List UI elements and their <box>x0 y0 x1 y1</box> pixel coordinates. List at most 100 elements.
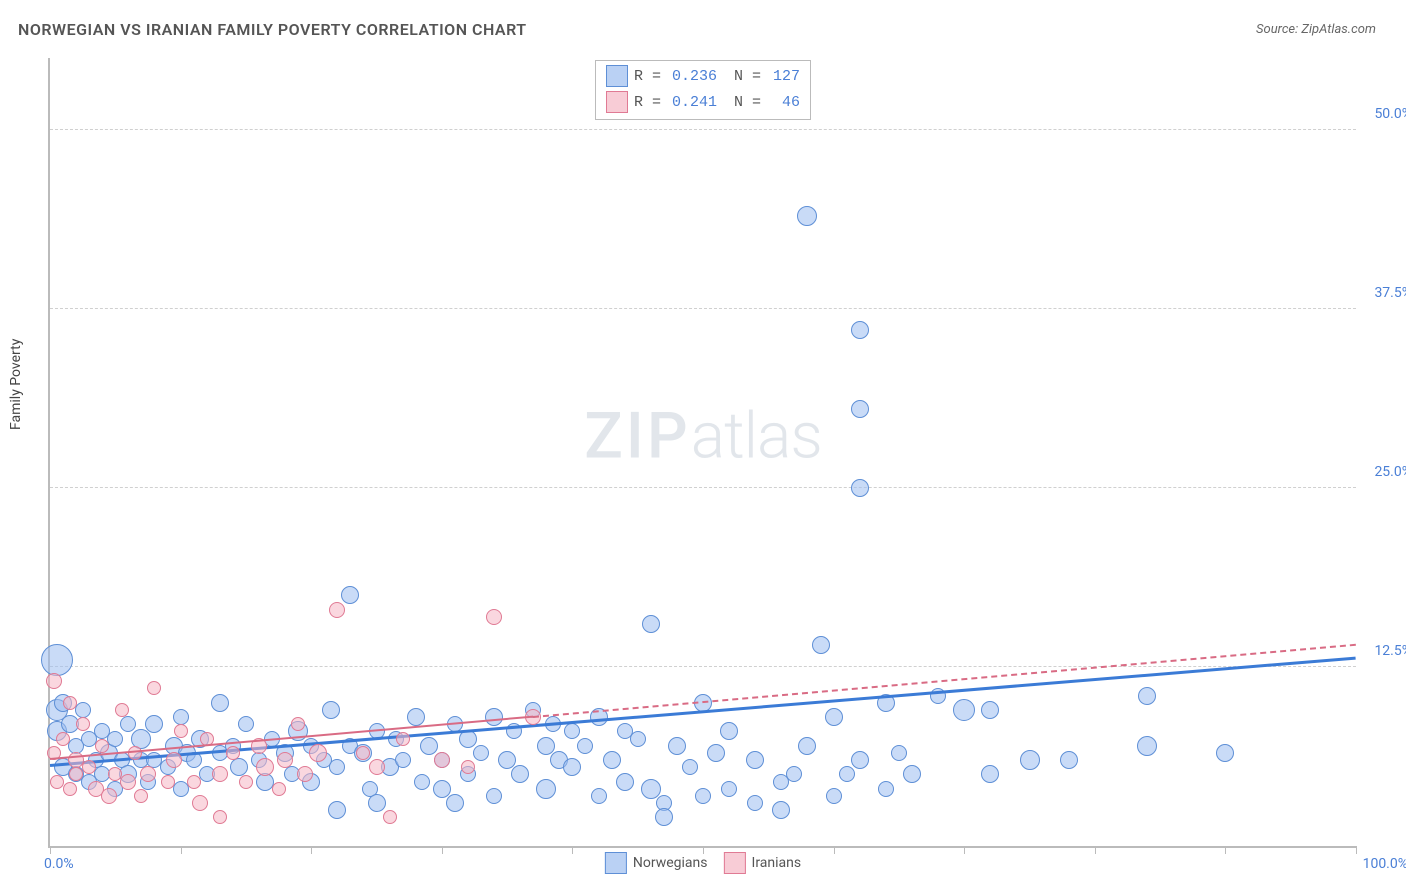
data-point <box>226 746 240 760</box>
data-point <box>238 716 254 732</box>
data-point <box>120 774 136 790</box>
legend-n-value-1: 46 <box>772 94 800 111</box>
data-point <box>407 708 425 726</box>
data-point <box>797 206 817 226</box>
data-point <box>721 781 737 797</box>
data-point <box>368 794 386 812</box>
data-point <box>577 738 593 754</box>
data-point <box>420 737 438 755</box>
data-point <box>297 766 313 782</box>
x-tick <box>1095 846 1096 854</box>
data-point <box>75 702 91 718</box>
data-point <box>641 779 661 799</box>
correlation-legend: R = 0.236 N = 127 R = 0.241 N = 46 <box>595 60 811 120</box>
series-legend: Norwegians Iranians <box>605 852 801 874</box>
data-point <box>101 788 117 804</box>
data-point <box>1020 750 1040 770</box>
data-point <box>1216 744 1234 762</box>
y-tick-label: 37.5% <box>1374 285 1406 301</box>
data-point <box>369 759 385 775</box>
data-point <box>878 781 894 797</box>
x-tick <box>181 846 182 854</box>
data-point <box>107 731 123 747</box>
data-point <box>50 775 64 789</box>
data-point <box>174 724 188 738</box>
x-tick <box>834 846 835 854</box>
data-point <box>69 767 83 781</box>
data-point <box>747 795 763 811</box>
data-point <box>414 774 430 790</box>
data-point <box>826 788 842 804</box>
trend-line <box>50 657 1356 767</box>
data-point <box>212 766 228 782</box>
scatter-chart: ZIPatlas R = 0.236 N = 127 R = 0.241 N =… <box>48 58 1356 848</box>
y-tick-label: 50.0% <box>1374 106 1406 122</box>
data-point <box>173 709 189 725</box>
data-point <box>695 788 711 804</box>
data-point <box>616 773 634 791</box>
data-point <box>564 723 580 739</box>
data-point <box>461 760 475 774</box>
gridline <box>50 487 1356 488</box>
data-point <box>63 782 77 796</box>
data-point <box>473 745 489 761</box>
data-point <box>682 759 698 775</box>
x-tick <box>964 846 965 854</box>
data-point <box>329 759 345 775</box>
data-point <box>851 400 869 418</box>
data-point <box>1060 751 1078 769</box>
data-point <box>256 758 274 776</box>
data-point <box>630 731 646 747</box>
data-point <box>1138 687 1156 705</box>
data-point <box>46 673 62 689</box>
data-point <box>211 694 229 712</box>
data-point <box>851 479 869 497</box>
data-point <box>668 737 686 755</box>
data-point <box>486 609 502 625</box>
legend-n-label: N = <box>734 94 766 111</box>
y-axis-label: Family Poverty <box>8 339 24 430</box>
data-point <box>746 751 764 769</box>
data-point <box>772 801 790 819</box>
gridline <box>50 308 1356 309</box>
data-point <box>486 788 502 804</box>
data-point <box>433 780 451 798</box>
series-name-0: Norwegians <box>633 855 708 871</box>
data-point <box>239 775 253 789</box>
data-point <box>511 765 529 783</box>
x-tick <box>311 846 312 854</box>
series-name-1: Iranians <box>752 855 802 871</box>
swatch-iranians <box>724 852 746 874</box>
data-point <box>563 758 581 776</box>
data-point <box>642 615 660 633</box>
data-point <box>536 779 556 799</box>
data-point <box>82 760 96 774</box>
data-point <box>655 808 673 826</box>
series-legend-iranians: Iranians <box>724 852 802 874</box>
data-point <box>396 732 410 746</box>
data-point <box>981 701 999 719</box>
data-point <box>291 717 305 731</box>
watermark-zip: ZIP <box>584 399 691 474</box>
x-axis-end-label: 100.0% <box>1363 856 1406 872</box>
x-tick <box>1225 846 1226 854</box>
data-point <box>591 788 607 804</box>
data-point <box>134 789 148 803</box>
data-point <box>115 703 129 717</box>
swatch-norwegians <box>606 65 628 87</box>
data-point <box>851 321 869 339</box>
data-point <box>395 752 411 768</box>
data-point <box>322 701 340 719</box>
data-point <box>213 810 227 824</box>
source-attribution: Source: ZipAtlas.com <box>1256 22 1376 37</box>
legend-row-norwegians: R = 0.236 N = 127 <box>606 63 800 89</box>
data-point <box>41 644 73 676</box>
data-point <box>277 752 293 768</box>
data-point <box>953 699 975 721</box>
trend-line <box>533 643 1356 717</box>
data-point <box>161 775 175 789</box>
data-point <box>329 602 345 618</box>
swatch-iranians <box>606 91 628 113</box>
data-point <box>356 746 370 760</box>
data-point <box>63 696 77 710</box>
